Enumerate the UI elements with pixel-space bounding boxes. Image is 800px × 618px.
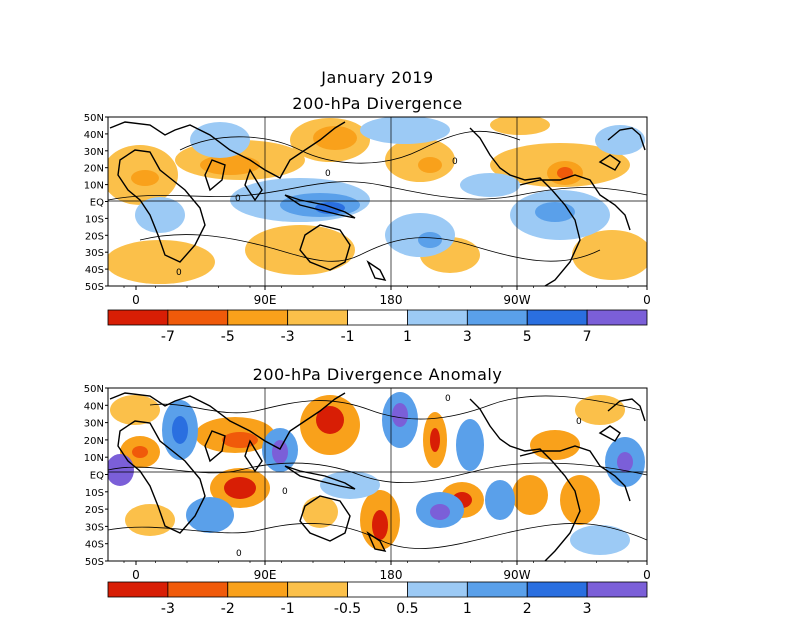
divergence-lon-label: 180 xyxy=(380,293,403,307)
divergence-colorbar-swatch xyxy=(347,309,408,326)
divergence-contour-labels: 0 0 0 0 xyxy=(176,157,458,278)
anomaly-lat-label: 40N xyxy=(84,401,104,412)
anomaly-lon-label: 90W xyxy=(503,568,530,582)
divergence-colorbar-label: -7 xyxy=(161,329,175,345)
anomaly-lat-label: 10N xyxy=(84,453,104,464)
anomaly-colorbar-swatch xyxy=(347,581,408,598)
anomaly-colorbar-label: -3 xyxy=(161,601,175,617)
anomaly-contour-labels: 0 0 0 0 xyxy=(236,394,582,559)
divergence-lat-label: 40S xyxy=(85,265,104,276)
divergence-lat-label: 20S xyxy=(85,231,104,242)
anomaly-colorbar-swatch xyxy=(407,581,468,598)
anomaly-colorbar-swatch xyxy=(466,581,528,598)
anomaly-colorbar-swatch xyxy=(107,581,169,598)
anomaly-colorbar-swatch xyxy=(287,581,348,598)
divergence-colorbar-label: -1 xyxy=(341,329,355,345)
divergence-lat-label: 20N xyxy=(84,164,104,175)
divergence-colorbar-swatch xyxy=(227,309,289,326)
divergence-colorbar-swatch xyxy=(526,309,588,326)
contour-label: 0 xyxy=(576,417,582,427)
divergence-lat-label: EQ xyxy=(90,198,104,209)
anomaly-lat-label: 30S xyxy=(85,522,104,533)
anomaly-lon-label: 0 xyxy=(643,568,651,582)
anomaly-colorbar-label: -2 xyxy=(221,601,235,617)
contour-label: 0 xyxy=(325,169,331,179)
divergence-colorbar: -7 -5 -3 -1 1 3 5 7 xyxy=(107,309,648,345)
anomaly-lat-label: 30N xyxy=(84,419,104,430)
anomaly-colorbar-label: 1 xyxy=(463,601,472,617)
divergence-axis-ticks: 50N 40N 30N 20N 10N EQ 10S 20S 30S 40S 50S 0 90E 180 9… xyxy=(84,113,651,307)
month-title: January 2019 xyxy=(321,68,434,87)
anomaly-lat-label: 20S xyxy=(85,505,104,516)
contour-label: 0 xyxy=(176,268,182,278)
anomaly-colorbar-label: 3 xyxy=(583,601,592,617)
divergence-lon-label: 90W xyxy=(503,293,530,307)
divergence-lon-label: 0 xyxy=(132,293,140,307)
anomaly-colorbar-swatch xyxy=(227,581,289,598)
divergence-colorbar-label: 3 xyxy=(463,329,472,345)
anomaly-lat-label: 40S xyxy=(85,540,104,551)
anomaly-colorbar-swatch xyxy=(167,581,229,598)
divergence-colorbar-swatch xyxy=(586,309,648,326)
divergence-colorbar-label: 1 xyxy=(403,329,412,345)
divergence-map: 50N 40N 30N 20N 10N EQ 10S 20S 30S 40S 50S 0 90E 180 9… xyxy=(84,113,651,307)
anomaly-colorbar-label: -0.5 xyxy=(334,601,361,617)
anomaly-lat-label: 50S xyxy=(85,557,104,568)
divergence-colorbar-label: 5 xyxy=(523,329,532,345)
divergence-grid xyxy=(108,117,647,286)
divergence-colorbar-label: 7 xyxy=(583,329,592,345)
contour-label: 0 xyxy=(235,194,241,204)
divergence-colorbar-label: -3 xyxy=(281,329,295,345)
anomaly-lat-label: 20N xyxy=(84,436,104,447)
anomaly-lon-label: 0 xyxy=(132,568,140,582)
divergence-lat-label: 50N xyxy=(84,113,104,124)
anomaly-lat-label: 50N xyxy=(84,384,104,395)
anomaly-colorbar: -3 -2 -1 -0.5 0.5 1 2 3 xyxy=(107,581,648,617)
divergence-lat-label: 40N xyxy=(84,130,104,141)
divergence-colorbar-swatch xyxy=(287,309,348,326)
panel1-title: 200-hPa Divergence xyxy=(292,94,463,113)
anomaly-colorbar-swatch xyxy=(526,581,588,598)
anomaly-lat-label: 10S xyxy=(85,488,104,499)
divergence-lon-label: 0 xyxy=(643,293,651,307)
divergence-colorbar-label: -5 xyxy=(221,329,235,345)
anomaly-colorbar-label: 0.5 xyxy=(396,601,418,617)
anomaly-axis-ticks: 50N 40N 30N 20N 10N EQ 10S 20S 30S 40S 50S 0 90E 180 9… xyxy=(84,384,651,582)
anomaly-colorbar-label: 2 xyxy=(523,601,532,617)
divergence-lat-label: 30S xyxy=(85,248,104,259)
divergence-lat-label: 10N xyxy=(84,181,104,192)
panel2-title: 200-hPa Divergence Anomaly xyxy=(252,365,503,384)
divergence-colorbar-swatch xyxy=(407,309,468,326)
divergence-lat-label: 10S xyxy=(85,214,104,225)
contour-label: 0 xyxy=(445,394,451,404)
divergence-lat-label: 50S xyxy=(85,282,104,293)
anomaly-lon-label: 90E xyxy=(254,568,277,582)
anomaly-colorbar-swatch xyxy=(586,581,648,598)
anomaly-coastlines xyxy=(109,392,646,561)
divergence-coastlines xyxy=(109,121,646,286)
contour-label: 0 xyxy=(452,157,458,167)
divergence-colorbar-swatch xyxy=(167,309,229,326)
contour-label: 0 xyxy=(282,487,288,497)
divergence-lon-label: 90E xyxy=(254,293,277,307)
divergence-colorbar-swatch xyxy=(466,309,528,326)
contour-label: 0 xyxy=(236,549,242,559)
anomaly-lat-label: EQ xyxy=(90,471,104,482)
divergence-colorbar-swatch xyxy=(107,309,169,326)
anomaly-grid xyxy=(108,388,647,561)
anomaly-lon-label: 180 xyxy=(380,568,403,582)
anomaly-colorbar-label: -1 xyxy=(281,601,295,617)
divergence-lat-label: 30N xyxy=(84,147,104,158)
divergence-anomaly-map: 50N 40N 30N 20N 10N EQ 10S 20S 30S 40S 50S 0 90E 180 9… xyxy=(84,384,651,582)
